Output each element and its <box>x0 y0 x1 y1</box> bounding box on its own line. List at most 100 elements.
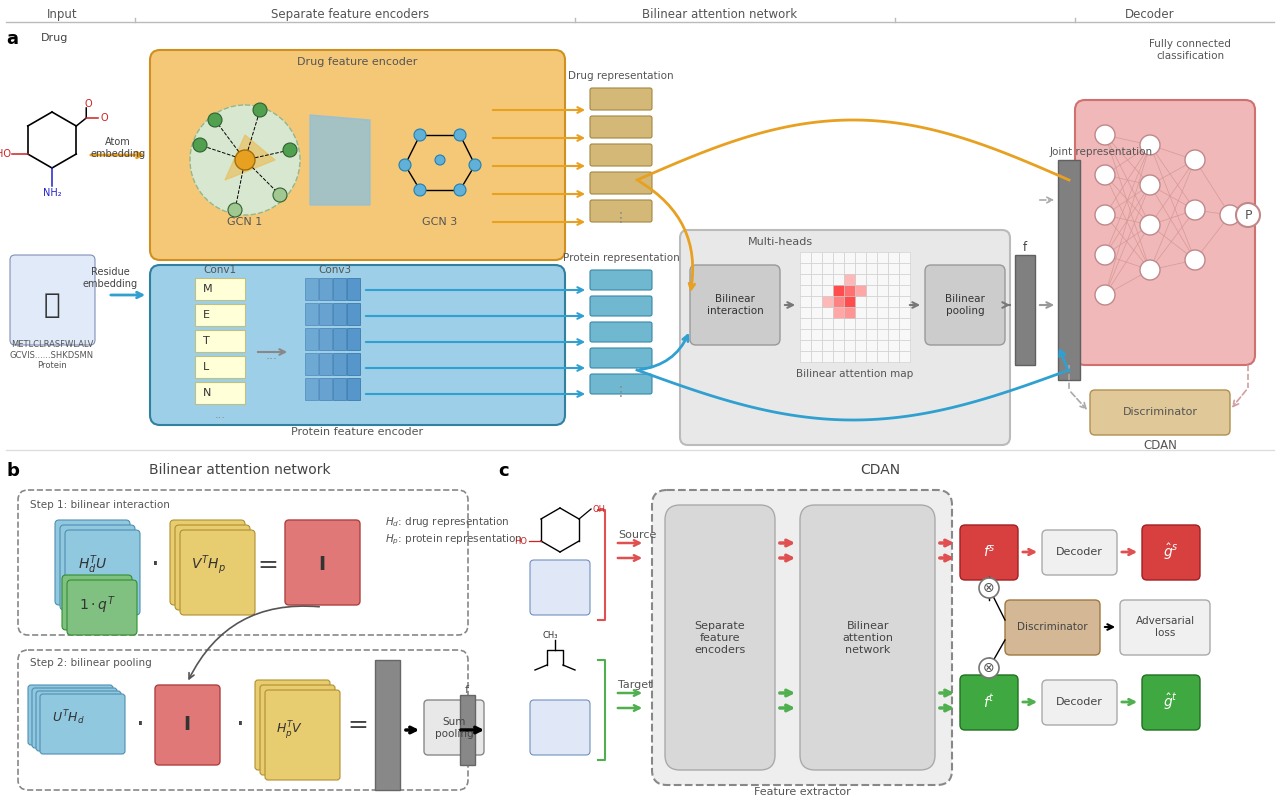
Text: =: = <box>348 713 369 737</box>
Bar <box>855 318 867 329</box>
Bar <box>822 274 833 285</box>
Text: I: I <box>319 556 325 575</box>
Circle shape <box>1185 250 1204 270</box>
FancyBboxPatch shape <box>590 348 652 368</box>
Text: $H_p$: protein representation: $H_p$: protein representation <box>385 533 522 548</box>
Text: METLCLRASFWLALV
GCVIS......SHKDSMN
Protein: METLCLRASFWLALV GCVIS......SHKDSMN Prote… <box>10 340 93 370</box>
Bar <box>319 278 332 300</box>
Bar <box>800 252 812 263</box>
Text: HO: HO <box>0 149 12 159</box>
Text: Bilinear
pooling: Bilinear pooling <box>945 294 984 316</box>
Bar <box>833 340 844 351</box>
Bar <box>800 329 812 340</box>
Text: Separate
feature
encoders: Separate feature encoders <box>694 622 746 654</box>
FancyBboxPatch shape <box>61 575 132 630</box>
Bar <box>305 378 317 400</box>
Bar <box>822 307 833 318</box>
Text: E: E <box>204 310 210 320</box>
Circle shape <box>1094 125 1115 145</box>
Circle shape <box>454 129 466 141</box>
Bar <box>877 340 888 351</box>
Circle shape <box>1220 205 1240 225</box>
FancyBboxPatch shape <box>1120 600 1210 655</box>
Bar <box>812 307 822 318</box>
FancyBboxPatch shape <box>590 374 652 394</box>
FancyBboxPatch shape <box>155 685 220 765</box>
Polygon shape <box>310 115 370 205</box>
FancyBboxPatch shape <box>10 255 95 345</box>
Bar <box>375 660 399 790</box>
FancyBboxPatch shape <box>150 50 564 260</box>
Text: $1 \cdot q^T$: $1 \cdot q^T$ <box>78 595 115 616</box>
Bar <box>877 351 888 362</box>
Bar <box>877 285 888 296</box>
Text: N: N <box>204 388 211 398</box>
FancyBboxPatch shape <box>800 505 934 770</box>
Bar <box>833 329 844 340</box>
Circle shape <box>413 184 426 196</box>
FancyBboxPatch shape <box>530 700 590 755</box>
Text: ⋮: ⋮ <box>614 211 628 225</box>
FancyBboxPatch shape <box>424 700 484 755</box>
FancyBboxPatch shape <box>18 490 468 635</box>
Bar <box>833 351 844 362</box>
Circle shape <box>1094 245 1115 265</box>
Bar <box>333 378 346 400</box>
FancyBboxPatch shape <box>652 490 952 785</box>
Circle shape <box>413 129 426 141</box>
Text: Bilinear attention network: Bilinear attention network <box>150 463 330 477</box>
Circle shape <box>979 658 998 678</box>
Bar <box>833 252 844 263</box>
Bar <box>822 252 833 263</box>
Text: f: f <box>1023 241 1027 253</box>
FancyBboxPatch shape <box>666 505 774 770</box>
FancyBboxPatch shape <box>590 88 652 110</box>
Bar <box>867 285 877 296</box>
FancyBboxPatch shape <box>590 322 652 342</box>
Bar <box>899 285 910 296</box>
Text: T: T <box>204 336 210 346</box>
Text: ...: ... <box>215 410 225 420</box>
Bar <box>800 340 812 351</box>
Circle shape <box>1140 260 1160 280</box>
Text: Protein representation: Protein representation <box>563 253 680 263</box>
Bar <box>833 307 844 318</box>
Bar <box>833 307 844 318</box>
Text: Bilinear
interaction: Bilinear interaction <box>707 294 763 316</box>
Text: Discriminator: Discriminator <box>1016 622 1087 632</box>
Bar <box>347 353 360 375</box>
Bar <box>800 274 812 285</box>
Bar <box>305 353 317 375</box>
FancyBboxPatch shape <box>1142 525 1201 580</box>
Text: GCN 3: GCN 3 <box>422 217 458 227</box>
FancyBboxPatch shape <box>1142 675 1201 730</box>
FancyBboxPatch shape <box>65 530 140 615</box>
Circle shape <box>1236 203 1260 227</box>
Text: Conv1: Conv1 <box>204 265 237 275</box>
Bar <box>844 274 855 285</box>
Text: Protein feature encoder: Protein feature encoder <box>291 427 424 437</box>
Bar <box>899 318 910 329</box>
Text: ·: · <box>236 711 244 739</box>
Text: Residue
embedding: Residue embedding <box>82 267 137 289</box>
Text: Bilinear attention map: Bilinear attention map <box>796 369 914 379</box>
Bar <box>319 353 332 375</box>
Bar <box>1059 160 1080 380</box>
Bar <box>833 296 844 307</box>
FancyBboxPatch shape <box>18 650 468 790</box>
FancyBboxPatch shape <box>590 200 652 222</box>
FancyBboxPatch shape <box>180 530 255 615</box>
Bar <box>812 318 822 329</box>
Bar <box>305 303 317 325</box>
Text: Drug feature encoder: Drug feature encoder <box>297 57 417 67</box>
Bar <box>888 274 899 285</box>
Text: Separate feature encoders: Separate feature encoders <box>271 7 429 21</box>
Bar <box>867 296 877 307</box>
Text: Joint representation: Joint representation <box>1050 147 1153 157</box>
Bar <box>195 304 244 326</box>
Bar <box>855 351 867 362</box>
Bar <box>888 252 899 263</box>
Text: b: b <box>6 462 19 480</box>
Bar <box>888 307 899 318</box>
Circle shape <box>399 159 411 171</box>
